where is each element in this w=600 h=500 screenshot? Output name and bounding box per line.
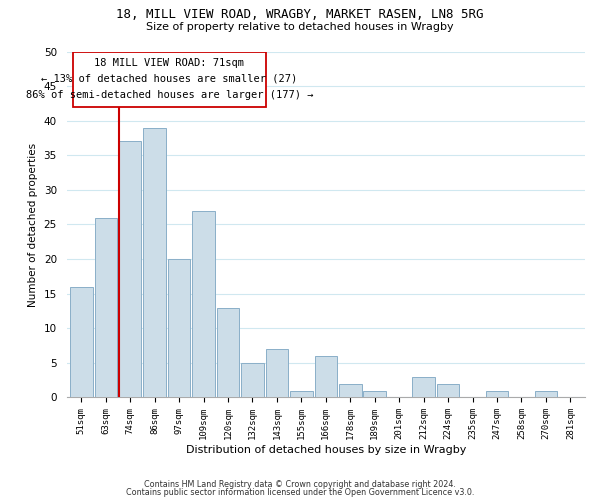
Bar bbox=[412, 376, 435, 398]
Bar bbox=[70, 287, 92, 398]
Bar bbox=[314, 356, 337, 398]
Text: Contains public sector information licensed under the Open Government Licence v3: Contains public sector information licen… bbox=[126, 488, 474, 497]
Bar bbox=[535, 390, 557, 398]
Bar bbox=[143, 128, 166, 398]
X-axis label: Distribution of detached houses by size in Wragby: Distribution of detached houses by size … bbox=[185, 445, 466, 455]
Text: 18 MILL VIEW ROAD: 71sqm: 18 MILL VIEW ROAD: 71sqm bbox=[94, 58, 244, 68]
Bar bbox=[168, 259, 190, 398]
Text: Contains HM Land Registry data © Crown copyright and database right 2024.: Contains HM Land Registry data © Crown c… bbox=[144, 480, 456, 489]
Text: 18, MILL VIEW ROAD, WRAGBY, MARKET RASEN, LN8 5RG: 18, MILL VIEW ROAD, WRAGBY, MARKET RASEN… bbox=[116, 8, 484, 20]
Bar bbox=[266, 349, 288, 398]
FancyBboxPatch shape bbox=[73, 52, 266, 107]
Text: 86% of semi-detached houses are larger (177) →: 86% of semi-detached houses are larger (… bbox=[26, 90, 313, 100]
Text: Size of property relative to detached houses in Wragby: Size of property relative to detached ho… bbox=[146, 22, 454, 32]
Bar bbox=[95, 218, 117, 398]
Text: ← 13% of detached houses are smaller (27): ← 13% of detached houses are smaller (27… bbox=[41, 74, 298, 84]
Bar bbox=[217, 308, 239, 398]
Bar bbox=[290, 390, 313, 398]
Bar bbox=[364, 390, 386, 398]
Bar bbox=[241, 363, 264, 398]
Y-axis label: Number of detached properties: Number of detached properties bbox=[28, 142, 38, 306]
Bar bbox=[486, 390, 508, 398]
Bar bbox=[119, 142, 142, 398]
Bar bbox=[339, 384, 362, 398]
Bar bbox=[193, 210, 215, 398]
Bar bbox=[437, 384, 460, 398]
